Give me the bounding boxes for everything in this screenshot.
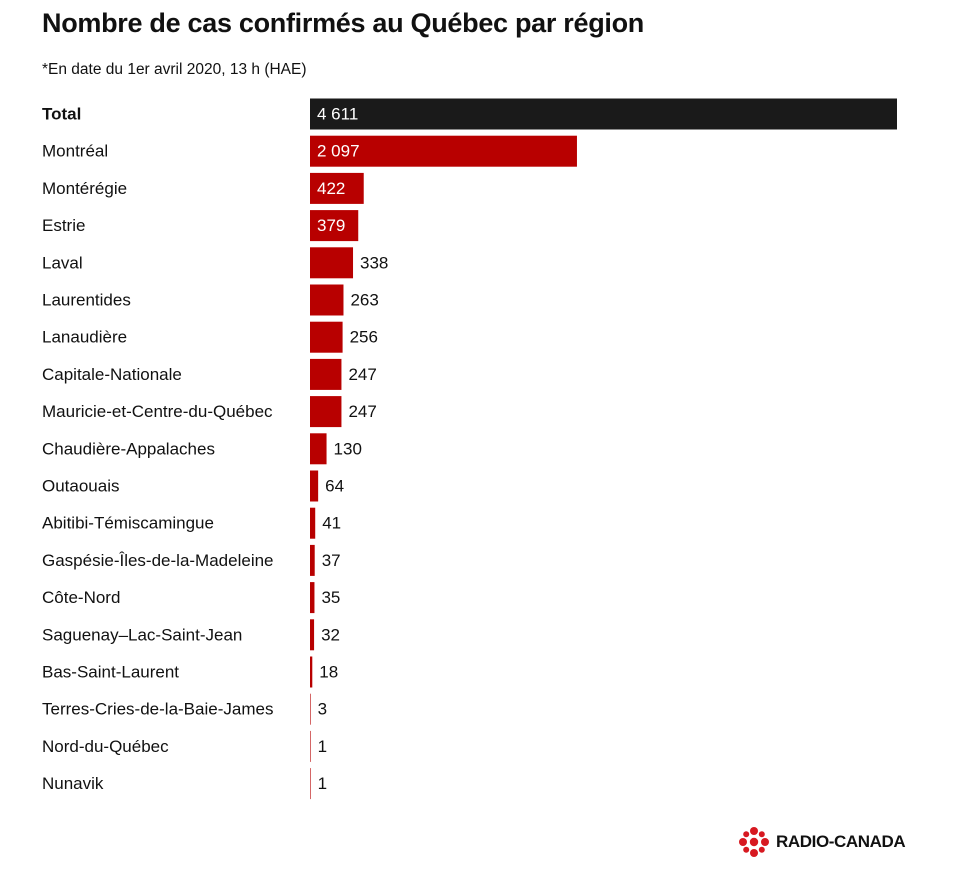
value-label: 1 bbox=[318, 737, 327, 756]
category-label: Abitibi-Témiscamingue bbox=[42, 514, 214, 533]
category-label: Nord-du-Québec bbox=[42, 737, 169, 756]
value-label: 64 bbox=[325, 477, 344, 496]
category-label: Terres-Cries-de-la-Baie-James bbox=[42, 700, 273, 719]
radio-canada-gem-icon bbox=[739, 827, 769, 857]
value-label: 3 bbox=[318, 700, 327, 719]
category-label: Outaouais bbox=[42, 477, 120, 496]
category-label: Montérégie bbox=[42, 179, 127, 198]
region-bar bbox=[310, 544, 315, 576]
value-label: 422 bbox=[317, 179, 345, 198]
category-label: Montréal bbox=[42, 142, 108, 161]
value-label: 2 097 bbox=[317, 142, 360, 161]
region-bar bbox=[310, 433, 327, 465]
region-bar bbox=[310, 582, 315, 614]
value-label: 41 bbox=[322, 514, 341, 533]
region-bar bbox=[310, 768, 311, 800]
value-label: 256 bbox=[350, 328, 378, 347]
category-label: Estrie bbox=[42, 216, 85, 235]
value-label: 247 bbox=[348, 402, 376, 421]
value-label: 263 bbox=[350, 291, 378, 310]
value-label: 32 bbox=[321, 625, 340, 644]
chart-subtitle: *En date du 1er avril 2020, 13 h (HAE) bbox=[42, 61, 307, 78]
value-label: 338 bbox=[360, 253, 388, 272]
category-label: Mauricie-et-Centre-du-Québec bbox=[42, 402, 273, 421]
value-label: 18 bbox=[319, 663, 338, 682]
value-label: 130 bbox=[334, 439, 362, 458]
total-bar bbox=[310, 98, 897, 130]
region-bar bbox=[310, 470, 319, 502]
region-bar bbox=[310, 730, 311, 762]
category-label: Total bbox=[42, 105, 81, 124]
region-bar bbox=[310, 507, 316, 539]
category-label: Nunavik bbox=[42, 774, 104, 793]
region-bar bbox=[310, 284, 344, 316]
category-label: Bas-Saint-Laurent bbox=[42, 663, 179, 682]
category-label: Lanaudière bbox=[42, 328, 127, 347]
radio-canada-logo: RADIO-CANADA bbox=[738, 826, 906, 858]
value-label: 4 611 bbox=[317, 105, 358, 124]
value-label: 247 bbox=[348, 365, 376, 384]
region-bar bbox=[310, 210, 359, 242]
chart-title: Nombre de cas confirmés au Québec par ré… bbox=[42, 8, 644, 38]
value-label: 1 bbox=[318, 774, 327, 793]
region-bar bbox=[310, 358, 342, 390]
category-label: Laurentides bbox=[42, 291, 131, 310]
region-bar bbox=[310, 321, 343, 353]
region-bar bbox=[310, 656, 313, 688]
region-bar bbox=[310, 247, 354, 279]
category-label: Côte-Nord bbox=[42, 588, 120, 607]
category-label: Chaudière-Appalaches bbox=[42, 439, 215, 458]
category-label: Saguenay–Lac-Saint-Jean bbox=[42, 625, 242, 644]
value-label: 379 bbox=[317, 216, 345, 235]
region-bar bbox=[310, 172, 364, 204]
region-bar bbox=[310, 135, 577, 167]
value-label: 35 bbox=[321, 588, 340, 607]
category-label: Laval bbox=[42, 253, 83, 272]
region-bar bbox=[310, 396, 342, 428]
value-label: 37 bbox=[322, 551, 341, 570]
category-label: Gaspésie-Îles-de-la-Madeleine bbox=[42, 551, 274, 570]
logo-text: RADIO-CANADA bbox=[776, 832, 906, 851]
region-bar bbox=[310, 619, 315, 651]
region-bar bbox=[310, 693, 311, 725]
category-label: Capitale-Nationale bbox=[42, 365, 182, 384]
